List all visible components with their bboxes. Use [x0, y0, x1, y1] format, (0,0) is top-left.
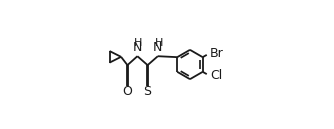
Text: N: N — [133, 41, 142, 54]
Text: H: H — [134, 38, 143, 49]
Text: N: N — [153, 41, 163, 54]
Text: Cl: Cl — [210, 69, 222, 82]
Text: Br: Br — [210, 47, 224, 60]
Text: H: H — [155, 38, 163, 49]
Text: O: O — [123, 85, 132, 98]
Text: S: S — [144, 85, 152, 98]
